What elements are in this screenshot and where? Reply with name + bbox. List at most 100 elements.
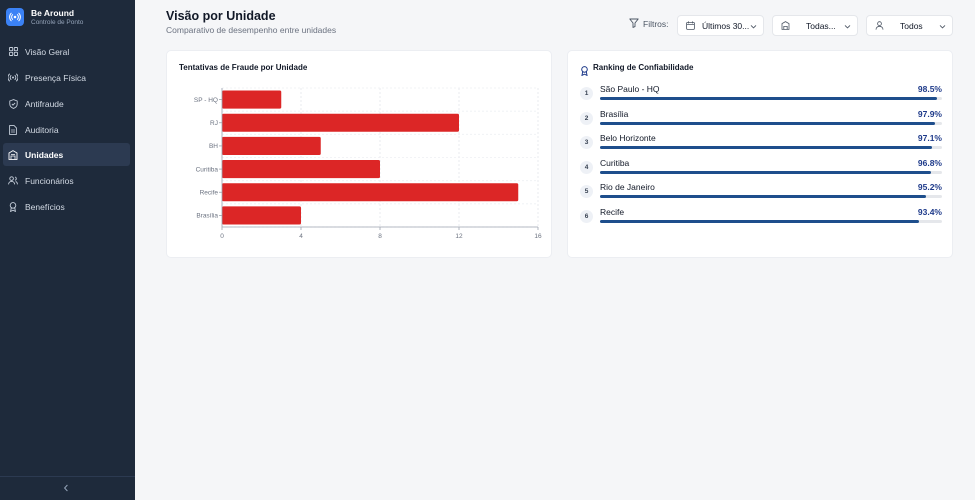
ranking-title: Ranking de Confiabilidade — [593, 63, 694, 72]
sidebar-item-label: Auditoria — [25, 124, 59, 135]
ranking-row: 1 São Paulo - HQ 98.5% — [580, 84, 942, 106]
rank-number: 3 — [580, 136, 593, 149]
x-tick-label: 12 — [455, 233, 463, 240]
rank-number: 1 — [580, 87, 593, 100]
rank-unit-name: Rio de Janeiro — [600, 182, 655, 192]
bar — [222, 160, 380, 179]
units-value: Todas... — [806, 21, 836, 31]
brand[interactable]: Be Around Controle de Ponto — [6, 3, 135, 31]
page-title: Visão por Unidade — [166, 9, 276, 23]
chevron-left-icon — [63, 479, 69, 497]
period-value: Últimos 30... — [702, 21, 750, 31]
rank-progress-fill — [600, 219, 920, 223]
calendar-icon — [686, 21, 695, 32]
units-select[interactable]: Todas... — [772, 15, 858, 36]
ranking-row: 2 Brasília 97.9% — [580, 109, 942, 131]
dashboard-icon — [8, 47, 18, 57]
sidebar: Be Around Controle de Ponto Visão Geral … — [0, 0, 135, 500]
sidebar-item-label: Unidades — [25, 149, 64, 160]
fraud-chart-card: Tentativas de Fraude por Unidade 0 4 8 12 16… — [166, 50, 552, 258]
chevron-down-icon — [844, 22, 851, 32]
users-icon — [8, 176, 18, 186]
rank-value: 97.9% — [917, 108, 942, 119]
award-icon — [8, 201, 18, 212]
rank-progress-track — [600, 195, 942, 198]
rank-number: 5 — [580, 185, 593, 198]
filter-icon — [629, 18, 639, 30]
y-tick-label: Curitiba — [196, 166, 219, 173]
app-name: Be Around — [31, 7, 75, 18]
people-select[interactable]: Todos — [866, 15, 953, 36]
sidebar-item-beneficios[interactable]: Benefícios — [3, 195, 130, 218]
rank-progress-track — [600, 170, 942, 174]
rank-progress-track — [600, 219, 942, 223]
fraud-chart-title: Tentativas de Fraude por Unidade — [179, 63, 308, 72]
sidebar-item-auditoria[interactable]: Auditoria — [3, 118, 130, 141]
x-tick-label: 16 — [534, 233, 542, 240]
y-tick-label: BH — [209, 143, 218, 150]
x-tick-label: 0 — [220, 233, 224, 240]
rank-progress-fill — [600, 170, 932, 174]
rank-value: 95.2% — [917, 182, 942, 192]
chevron-down-icon — [939, 22, 946, 32]
shield-icon — [8, 98, 18, 109]
sidebar-item-label: Antifraude — [25, 98, 64, 109]
y-tick-label: SP - HQ — [194, 97, 218, 104]
chevron-down-icon — [750, 22, 757, 32]
sidebar-item-label: Funcionários — [25, 175, 74, 186]
rank-progress-track — [600, 121, 942, 125]
rank-value: 97.1% — [917, 133, 942, 143]
rank-unit-name: Curitiba — [600, 157, 630, 168]
sidebar-item-presenca-fisica[interactable]: Presença Física — [3, 66, 130, 89]
bar — [222, 90, 282, 109]
bar — [222, 113, 459, 132]
filters-label: Filtros: — [629, 18, 669, 30]
y-tick-label: Recife — [200, 190, 219, 197]
sidebar-item-label: Benefícios — [25, 201, 65, 212]
y-tick-label: RJ — [210, 120, 218, 127]
rank-unit-name: Recife — [600, 206, 625, 217]
rank-progress-track — [600, 146, 942, 149]
rank-progress-track — [600, 97, 942, 100]
rank-unit-name: Brasília — [600, 108, 629, 119]
rank-value: 93.4% — [917, 206, 942, 217]
fraud-bar-chart: 0 4 8 12 16 SP - HQ RJ BH Curitiba Recife Brasília — [194, 87, 542, 240]
building-icon — [8, 149, 18, 160]
people-value: Todos — [900, 21, 923, 31]
collapse-sidebar-button[interactable] — [59, 481, 73, 495]
rank-progress-fill — [600, 97, 937, 100]
sidebar-item-funcionarios[interactable]: Funcionários — [3, 169, 130, 192]
sidebar-item-antifraude[interactable]: Antifraude — [3, 92, 130, 115]
app-subtitle: Controle de Ponto — [31, 18, 84, 26]
rank-value: 98.5% — [917, 84, 942, 94]
signal-logo-icon — [6, 8, 24, 26]
x-tick-label: 8 — [378, 233, 382, 240]
period-select[interactable]: Últimos 30... — [677, 15, 764, 36]
sidebar-item-label: Presença Física — [25, 72, 86, 83]
ranking-row: 3 Belo Horizonte 97.1% — [580, 133, 942, 155]
rank-number: 6 — [580, 209, 593, 223]
y-tick-label: Brasília — [196, 213, 218, 220]
ranking-row: 5 Rio de Janeiro 95.2% — [580, 182, 942, 204]
sidebar-item-visao-geral[interactable]: Visão Geral — [3, 40, 130, 63]
rank-number: 2 — [580, 111, 593, 125]
rank-progress-fill — [600, 146, 933, 149]
user-icon — [875, 21, 884, 32]
sidebar-item-label: Visão Geral — [25, 46, 70, 57]
sidebar-divider — [0, 476, 135, 477]
ranking-card: Ranking de Confiabilidade 1 São Paulo - H… — [567, 50, 953, 258]
bar — [222, 206, 301, 225]
x-tick-label: 4 — [299, 233, 303, 240]
award-icon — [580, 63, 589, 81]
document-icon — [8, 124, 18, 135]
rank-number: 4 — [580, 160, 593, 174]
signal-icon — [8, 73, 18, 83]
rank-unit-name: São Paulo - HQ — [600, 84, 660, 94]
page-subtitle: Comparativo de desempenho entre unidades — [166, 25, 337, 35]
bar — [222, 183, 519, 202]
building-icon — [781, 21, 790, 32]
ranking-row: 6 Recife 93.4% — [580, 207, 942, 229]
rank-progress-fill — [600, 121, 935, 125]
sidebar-item-unidades[interactable]: Unidades — [3, 143, 130, 166]
rank-progress-fill — [600, 195, 926, 198]
